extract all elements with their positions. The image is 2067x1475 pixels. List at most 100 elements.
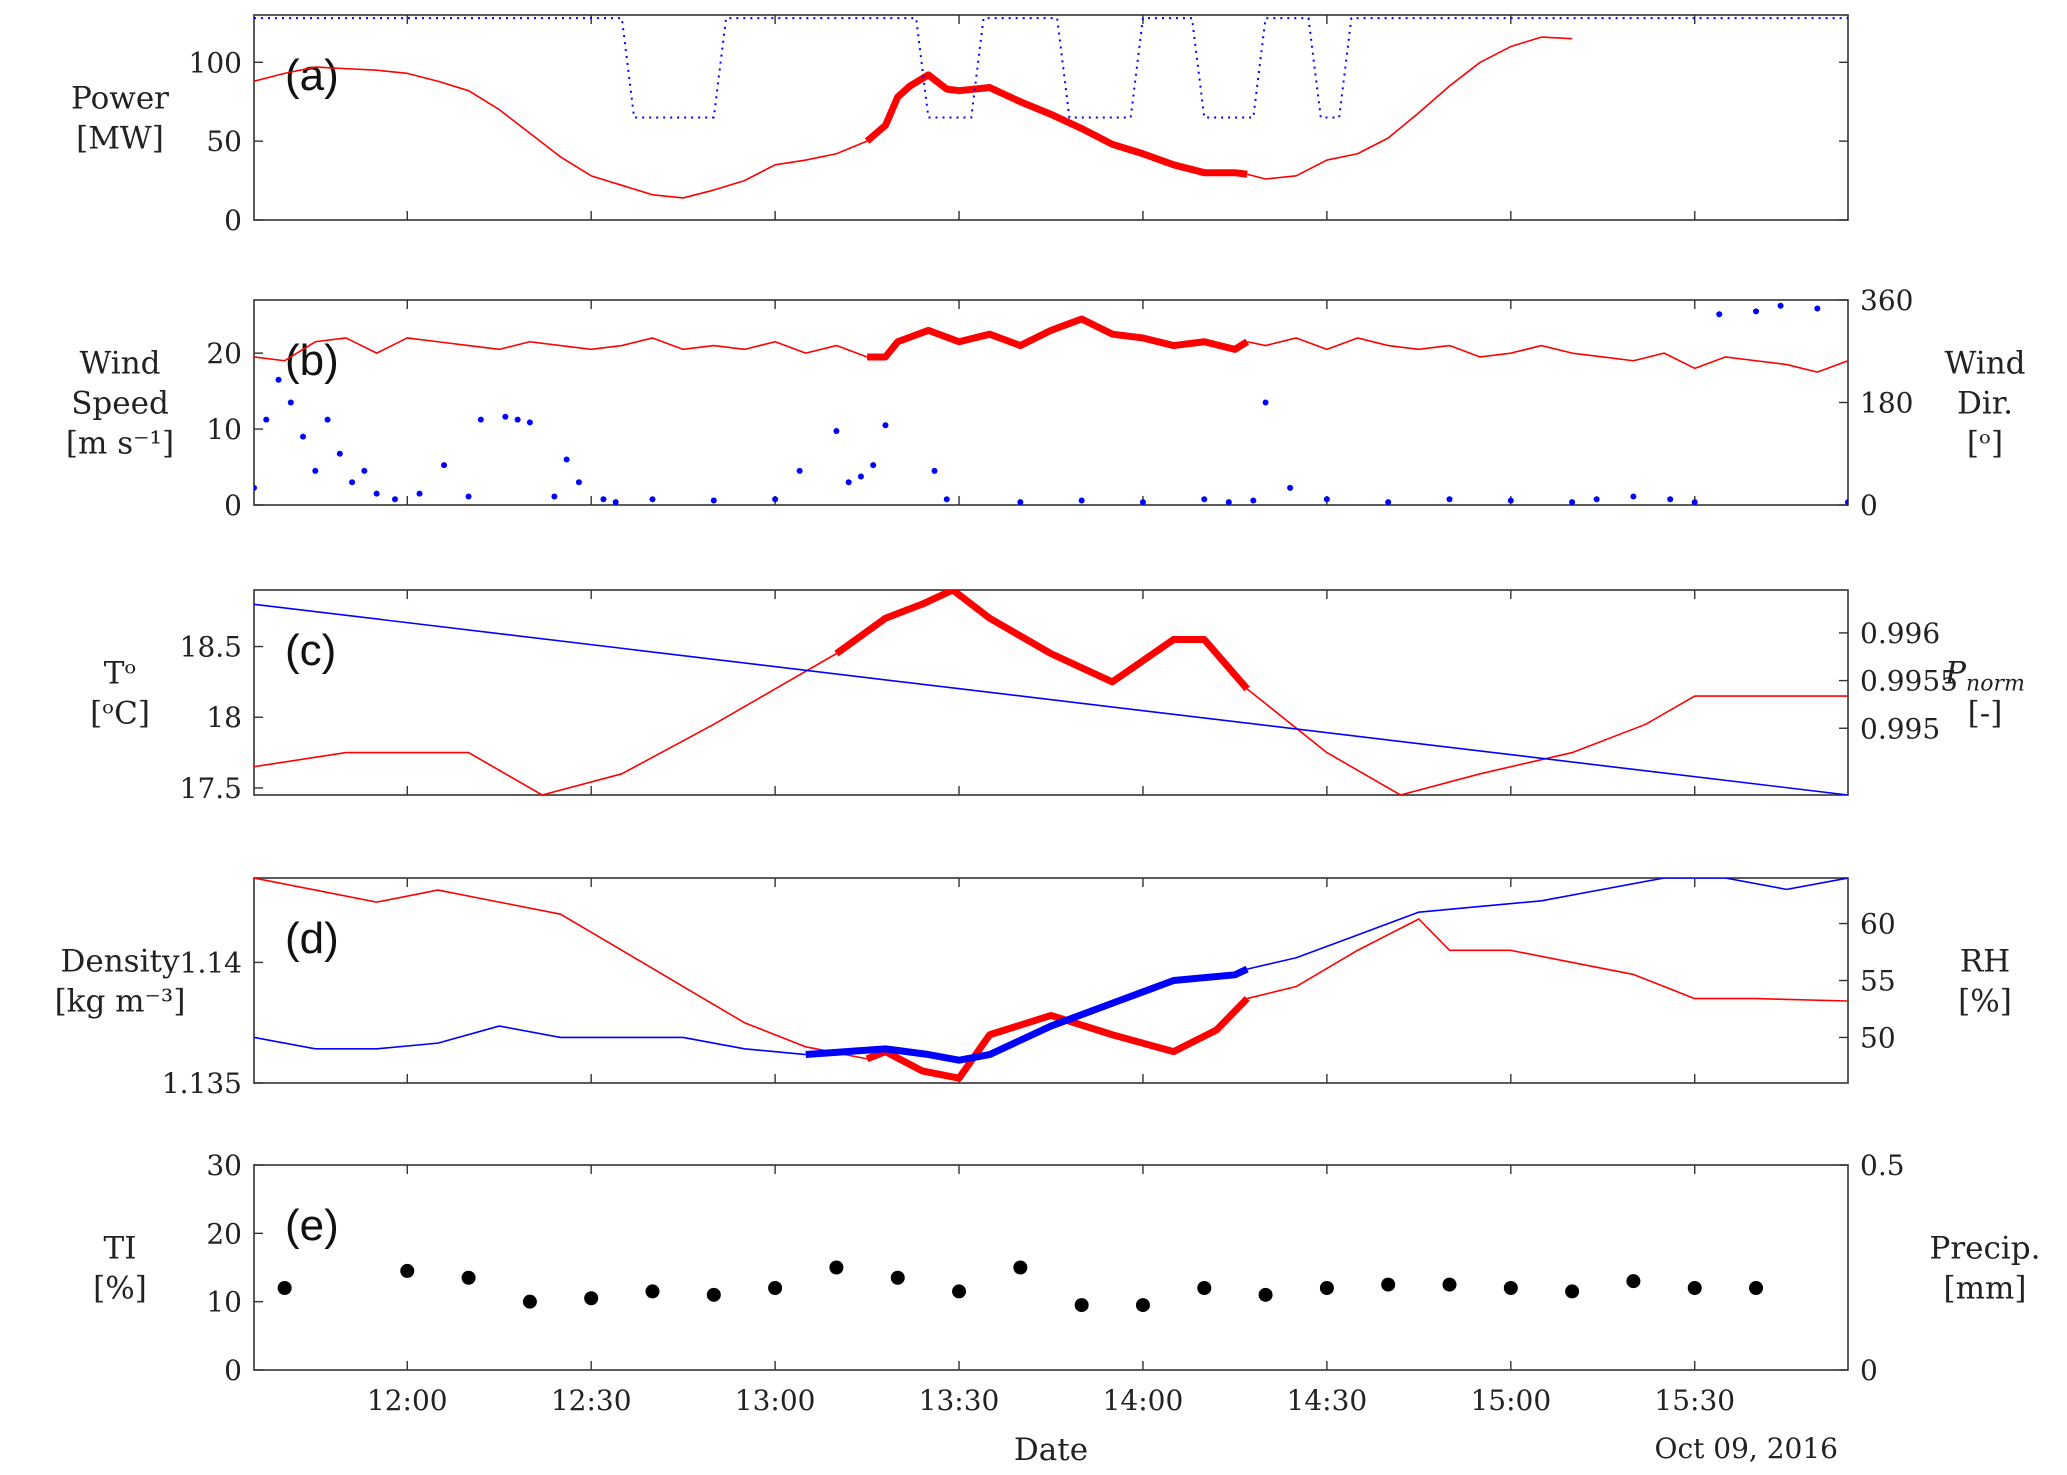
x-tick-label: 14:30 xyxy=(1287,1384,1368,1417)
y-tick-label: 1.14 xyxy=(180,946,242,979)
data-point xyxy=(649,496,656,503)
data-point xyxy=(254,484,257,491)
series-line xyxy=(1247,878,1848,970)
data-point xyxy=(890,1270,905,1285)
data-point xyxy=(943,496,950,503)
data-point xyxy=(1135,1298,1150,1313)
data-point xyxy=(522,1294,537,1309)
data-layer xyxy=(254,302,1848,505)
series-line-highlight xyxy=(865,996,1250,1082)
series-line-highlight xyxy=(834,590,1250,692)
data-point xyxy=(575,479,582,486)
y-tick-label: 18.5 xyxy=(180,631,242,664)
data-point xyxy=(392,496,399,503)
series-line-highlight xyxy=(805,965,1249,1064)
data-point xyxy=(477,416,484,423)
data-point xyxy=(502,413,509,420)
y-tick-label: 0 xyxy=(224,204,242,237)
panel-d: 1.135 1.14 50 55 60 Density [kg m⁻³] RH [%] (d) xyxy=(55,877,2012,1100)
data-point xyxy=(300,433,307,440)
data-point xyxy=(584,1291,599,1306)
data-point xyxy=(1013,1260,1028,1275)
data-point xyxy=(277,1281,292,1295)
y-axis-label-line: [MW] xyxy=(76,121,164,157)
data-point xyxy=(1667,496,1674,503)
y-tick-label: 18 xyxy=(206,701,242,734)
data-point xyxy=(600,496,607,503)
y-axis-label-line: Power xyxy=(71,81,169,117)
data-point xyxy=(349,479,356,486)
y-tick-label: 0 xyxy=(224,489,242,522)
data-point xyxy=(1507,497,1514,504)
data-point xyxy=(1845,499,1848,505)
panel-e: 0 10 20 30 0 0.5 TI [%] Precip. [mm] (e) 12:00 12:30… xyxy=(93,1149,2040,1468)
y2-tick-label: 55 xyxy=(1860,965,1896,998)
data-point xyxy=(514,416,521,423)
data-point xyxy=(1287,484,1294,491)
data-point xyxy=(1197,1281,1212,1295)
series-line xyxy=(1246,36,1573,180)
data-point xyxy=(526,419,533,426)
data-point xyxy=(441,462,448,469)
y2-tick-label: 0.996 xyxy=(1860,617,1940,650)
data-point xyxy=(563,456,570,463)
x-tick-label: 12:30 xyxy=(551,1384,632,1417)
data-point xyxy=(1630,493,1637,500)
y-tick-label: 17.5 xyxy=(180,772,242,805)
data-point xyxy=(1225,499,1232,505)
panel-label: (d) xyxy=(285,914,339,963)
y2-axis-label-line: Pnorm xyxy=(1944,656,2025,697)
data-point xyxy=(400,1263,415,1278)
data-point xyxy=(465,493,472,500)
y-tick-label: 10 xyxy=(206,1286,242,1319)
y2-tick-label: 360 xyxy=(1860,284,1913,317)
series-line xyxy=(254,1025,806,1056)
data-point xyxy=(845,479,852,486)
y-axis-label-line: Speed xyxy=(71,386,169,422)
data-point xyxy=(870,462,877,469)
data-point xyxy=(361,467,368,474)
data-point xyxy=(263,416,270,423)
y-tick-label: 100 xyxy=(189,46,242,79)
data-point xyxy=(612,499,619,505)
data-point xyxy=(1814,305,1821,312)
y2-axis-label-line: RH xyxy=(1960,944,2010,980)
data-point xyxy=(1258,1287,1273,1302)
y-tick-label: 50 xyxy=(206,125,242,158)
y2-axis-label-line: [%] xyxy=(1958,984,2012,1020)
data-layer xyxy=(254,17,1848,199)
data-point xyxy=(1691,499,1698,505)
y2-axis-label-line: Wind xyxy=(1944,346,2025,382)
data-point xyxy=(1716,311,1723,318)
data-point xyxy=(1385,499,1392,505)
data-layer xyxy=(254,590,1848,795)
y-axis-label-line: TI xyxy=(104,1231,137,1267)
data-point xyxy=(1593,496,1600,503)
data-point xyxy=(768,1281,783,1295)
y2-axis-label-line: [-] xyxy=(1968,696,2003,732)
y2-tick-label: 0.995 xyxy=(1860,712,1940,745)
y-tick-label: 0 xyxy=(224,1354,242,1387)
data-point xyxy=(1017,499,1024,505)
series-line xyxy=(254,652,837,795)
x-tick-label: 15:30 xyxy=(1654,1384,1735,1417)
data-point xyxy=(1565,1284,1580,1299)
data-point xyxy=(1323,496,1330,503)
data-point xyxy=(312,467,319,474)
data-point xyxy=(931,467,938,474)
x-axis-label: Date xyxy=(1014,1432,1088,1468)
x-tick-label: 12:00 xyxy=(367,1384,448,1417)
data-point xyxy=(1381,1277,1396,1292)
series-line-highlight xyxy=(867,315,1250,361)
y2-axis-label-line: [mm] xyxy=(1944,1271,2027,1307)
x-tick-label: 14:00 xyxy=(1103,1384,1184,1417)
series-line xyxy=(1246,688,1848,795)
y2-axis-label-line: Precip. xyxy=(1930,1231,2041,1267)
series-line xyxy=(254,878,868,1060)
data-point xyxy=(461,1270,476,1285)
data-point xyxy=(1139,499,1146,505)
series-line xyxy=(254,17,1848,119)
data-point xyxy=(706,1287,721,1302)
x-tick-label: 15:00 xyxy=(1470,1384,1551,1417)
